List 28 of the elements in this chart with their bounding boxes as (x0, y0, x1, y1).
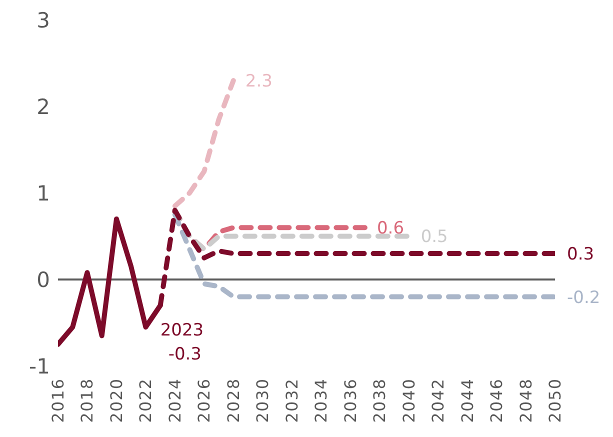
y-tick-label: 2 (36, 94, 50, 119)
x-tick-label: 2028 (224, 378, 243, 423)
x-tick-label: 2044 (458, 378, 477, 423)
x-tick-label: 2050 (546, 378, 564, 423)
x-tick-label: 2042 (428, 378, 448, 423)
data-label: 0.6 (376, 218, 404, 239)
y-tick-label: 3 (36, 8, 50, 32)
data-label: 0.3 (567, 244, 594, 264)
x-tick-label: 2018 (78, 378, 97, 423)
data-label: -0.2 (567, 288, 600, 308)
x-tick-label: 2034 (312, 378, 331, 423)
x-tick-label: 2022 (136, 378, 156, 423)
annotation: 2023 -0.3 (160, 320, 204, 364)
x-tick-label: 2040 (399, 378, 418, 423)
x-tick-label: 2016 (48, 378, 68, 423)
y-tick-label: 0 (36, 268, 50, 292)
x-tick-label: 2048 (516, 378, 536, 423)
x-tick-label: 2032 (282, 378, 302, 423)
x-tick-label: 2024 (165, 378, 184, 423)
x-tick-label: 2036 (340, 378, 360, 423)
y-tick-label: -1 (29, 354, 50, 378)
x-tick-label: 2046 (487, 378, 506, 423)
y-tick-label: 1 (36, 181, 50, 206)
x-tick-label: 2020 (106, 378, 126, 423)
x-tick-label: 2038 (370, 378, 390, 423)
x-tick-label: 2030 (253, 378, 272, 423)
data-label: 2.3 (245, 72, 272, 92)
x-tick-label: 2026 (194, 378, 214, 423)
